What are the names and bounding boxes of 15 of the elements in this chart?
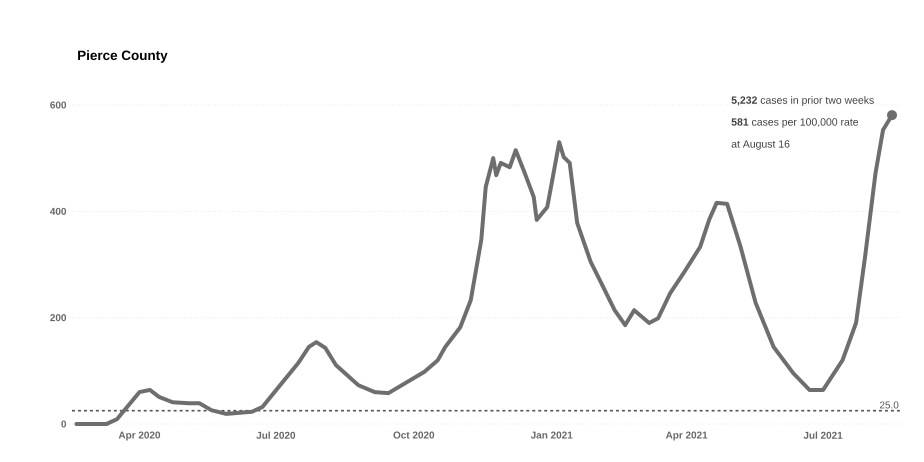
annotation: at August 16 xyxy=(732,140,790,150)
x-tick-label: Oct 2020 xyxy=(393,432,434,439)
x-tick-label: Jul 2020 xyxy=(256,432,296,439)
x-tick-label: Jan 2021 xyxy=(530,432,572,439)
annotation: 581 cases per 100,000 rate xyxy=(732,118,858,128)
y-tick-label: 0 xyxy=(61,420,66,428)
ref-line-label: 25.0 xyxy=(880,401,898,409)
annotation: 5,232 cases in prior two weeks xyxy=(732,96,874,106)
x-tick-label: Apr 2020 xyxy=(118,432,160,441)
y-tick-label: 200 xyxy=(50,314,66,322)
y-tick-label: 400 xyxy=(50,208,66,215)
y-tick-label: 600 xyxy=(50,101,66,109)
x-tick-label: Jul 2021 xyxy=(804,432,842,439)
x-tick-label: Apr 2021 xyxy=(666,432,708,441)
chart-title: Pierce County xyxy=(78,50,168,63)
